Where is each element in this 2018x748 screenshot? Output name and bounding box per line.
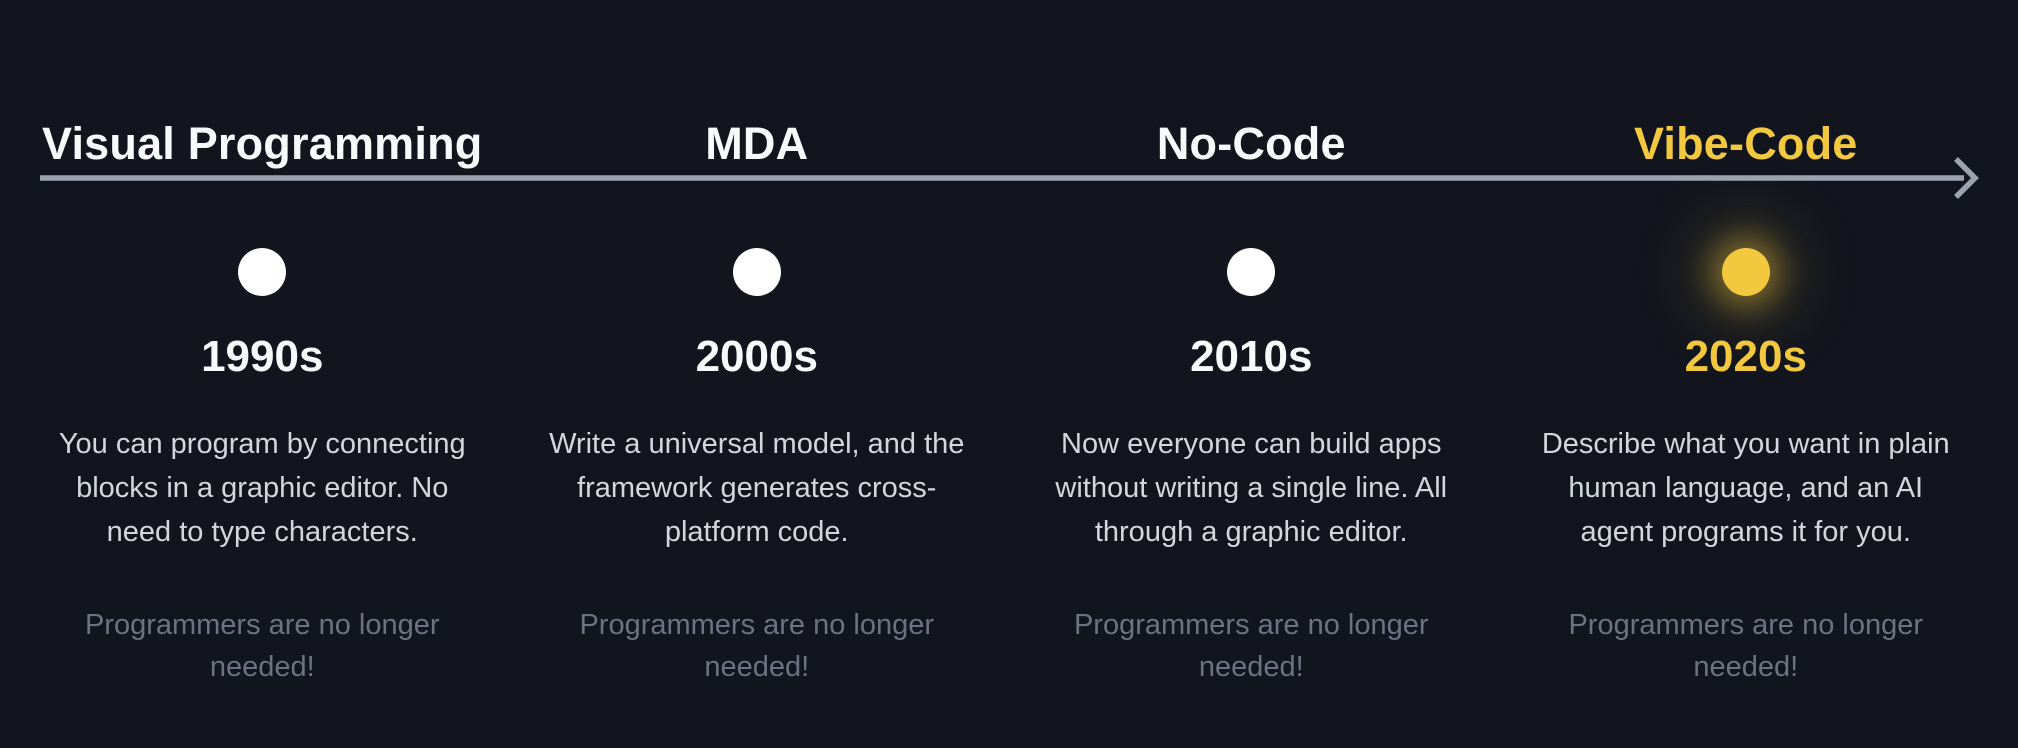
era-decade: 2000s [695, 332, 818, 381]
era-title: Vibe-Code [1633, 118, 1858, 169]
era-column-no-code: No-Code 2010s Now everyone can build app… [1004, 0, 1499, 748]
era-title: No-Code [1156, 118, 1346, 169]
era-title: Visual Programming [42, 118, 483, 169]
era-tagline: Programmers are no longer needed! [1073, 609, 1429, 683]
timeline-dot-icon [238, 248, 287, 296]
era-tagline: Programmers are no longer needed! [579, 609, 935, 683]
era-decade: 2010s [1190, 332, 1313, 381]
era-description: Describe what you want in plain human la… [1541, 428, 1950, 548]
era-columns: Visual Programming 1990s You can program… [15, 0, 1993, 748]
timeline-dot-icon [1721, 248, 1770, 296]
era-decade: 1990s [201, 332, 324, 381]
era-column-visual-programming: Visual Programming 1990s You can program… [15, 0, 510, 748]
era-column-vibe-code: Vibe-Code 2020s Describe what you want i… [1499, 0, 1994, 748]
era-tagline: Programmers are no longer needed! [84, 609, 440, 683]
timeline-dot-icon [1227, 248, 1276, 296]
era-description: You can program by connecting blocks in … [58, 428, 466, 548]
era-title: MDA [705, 118, 809, 169]
era-description: Write a universal model, and the framewo… [549, 428, 965, 548]
era-tagline: Programmers are no longer needed! [1568, 609, 1924, 683]
timeline-dot-icon [732, 248, 781, 296]
era-description: Now everyone can build apps without writ… [1055, 428, 1448, 548]
era-decade: 2020s [1684, 332, 1807, 381]
era-column-mda: MDA 2000s Write a universal model, and t… [510, 0, 1005, 748]
